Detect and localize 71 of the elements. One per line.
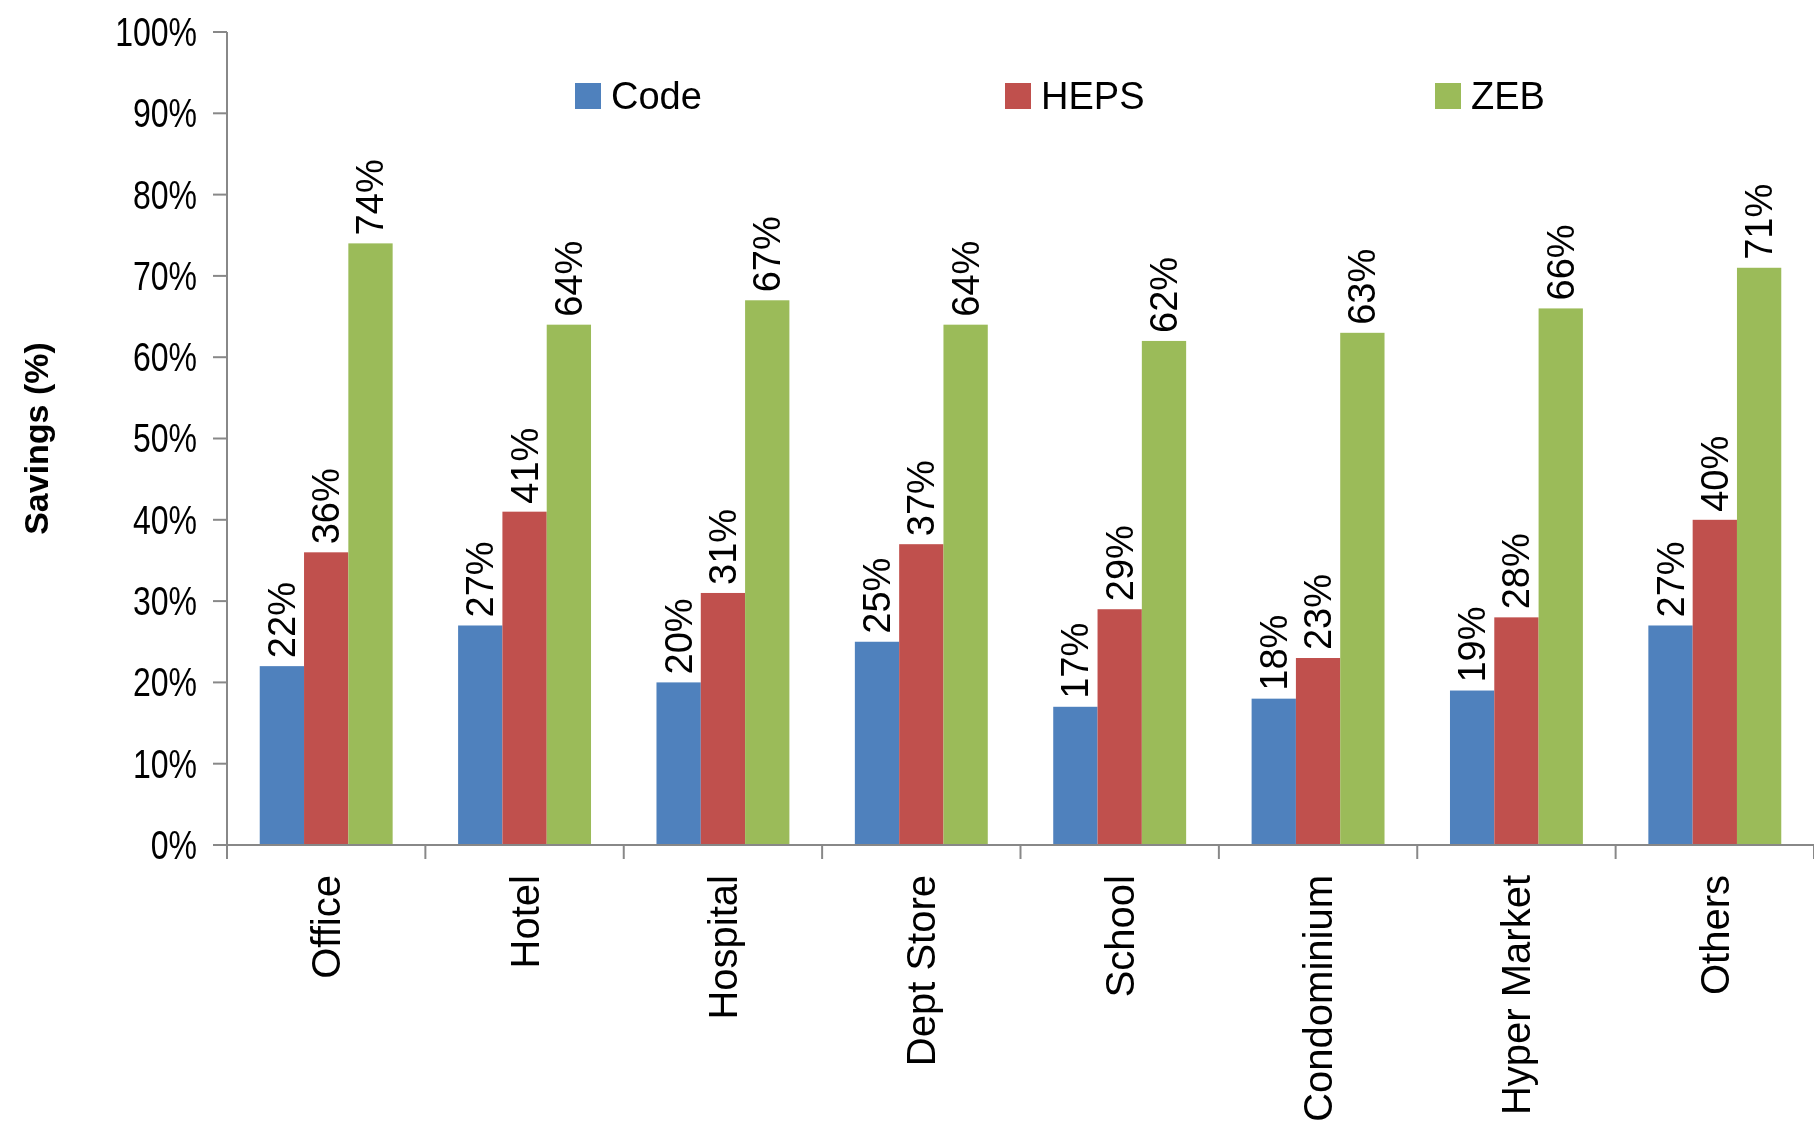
y-tick-label: 10% bbox=[132, 741, 197, 787]
bar bbox=[546, 324, 592, 845]
bar bbox=[458, 625, 503, 845]
data-label: 63% bbox=[1341, 248, 1384, 325]
bar bbox=[304, 552, 349, 845]
data-label: 27% bbox=[459, 541, 502, 618]
data-label: 20% bbox=[657, 598, 700, 675]
bar bbox=[700, 592, 746, 845]
bar bbox=[1692, 519, 1737, 845]
data-label: 74% bbox=[349, 159, 392, 236]
data-label: 64% bbox=[547, 240, 590, 317]
data-label: 23% bbox=[1297, 573, 1340, 651]
x-tick-label: Hospital bbox=[700, 875, 745, 1020]
bar bbox=[1449, 690, 1495, 845]
data-label: 25% bbox=[856, 557, 899, 634]
bar bbox=[1251, 698, 1296, 845]
data-label: 71% bbox=[1738, 183, 1781, 260]
y-tick-label: 20% bbox=[132, 659, 197, 706]
legend-label: HEPS bbox=[1041, 75, 1145, 117]
y-tick-label: 100% bbox=[115, 9, 197, 55]
data-label: 41% bbox=[503, 427, 546, 504]
legend-label: Code bbox=[611, 75, 702, 117]
bar bbox=[1494, 617, 1539, 845]
y-tick-label: 50% bbox=[132, 416, 197, 462]
data-label: 36% bbox=[305, 468, 348, 545]
data-label: 19% bbox=[1451, 606, 1494, 683]
x-tick-label: Hotel bbox=[502, 875, 547, 969]
bar bbox=[1141, 340, 1187, 845]
bar bbox=[1736, 267, 1782, 845]
bar bbox=[1538, 308, 1583, 845]
y-tick-label: 30% bbox=[132, 578, 197, 624]
x-tick-label: Office bbox=[304, 875, 349, 979]
x-tick-label: Condominium bbox=[1296, 875, 1341, 1122]
data-label: 27% bbox=[1649, 541, 1692, 618]
y-tick-label: 40% bbox=[132, 497, 197, 543]
data-label: 17% bbox=[1054, 622, 1097, 699]
bar bbox=[502, 511, 547, 845]
data-label: 18% bbox=[1252, 614, 1295, 691]
y-tick-label: 80% bbox=[132, 172, 197, 218]
x-tick-label: Dept Store bbox=[899, 875, 944, 1067]
x-tick-label: Others bbox=[1692, 875, 1737, 996]
data-label: 31% bbox=[701, 508, 744, 585]
bar bbox=[1097, 609, 1142, 845]
data-label: 64% bbox=[944, 240, 987, 317]
y-axis-title: Savings (%) bbox=[17, 342, 55, 535]
x-tick-label: School bbox=[1097, 875, 1142, 998]
bar bbox=[656, 682, 701, 845]
x-tick-label: Hyper Market bbox=[1494, 875, 1539, 1116]
data-label: 37% bbox=[900, 460, 943, 537]
legend-label: ZEB bbox=[1471, 75, 1545, 117]
data-label: 67% bbox=[746, 216, 789, 293]
data-label: 62% bbox=[1142, 256, 1185, 333]
y-tick-label: 70% bbox=[132, 253, 197, 299]
data-label: 40% bbox=[1693, 435, 1736, 512]
bar bbox=[745, 300, 790, 845]
bar bbox=[943, 324, 988, 845]
bar bbox=[1053, 706, 1098, 845]
bar bbox=[259, 666, 305, 845]
data-label: 28% bbox=[1495, 533, 1538, 610]
y-tick-label: 0% bbox=[150, 822, 197, 868]
data-label: 29% bbox=[1098, 525, 1141, 602]
bar bbox=[899, 544, 944, 845]
bar bbox=[854, 641, 900, 845]
y-tick-label: 60% bbox=[132, 334, 197, 381]
data-label: 66% bbox=[1539, 224, 1582, 301]
y-tick-label: 90% bbox=[132, 90, 197, 137]
bar bbox=[1340, 332, 1385, 845]
bar bbox=[348, 243, 393, 845]
data-label: 22% bbox=[260, 582, 303, 659]
bar bbox=[1648, 625, 1693, 845]
bar bbox=[1295, 658, 1341, 845]
